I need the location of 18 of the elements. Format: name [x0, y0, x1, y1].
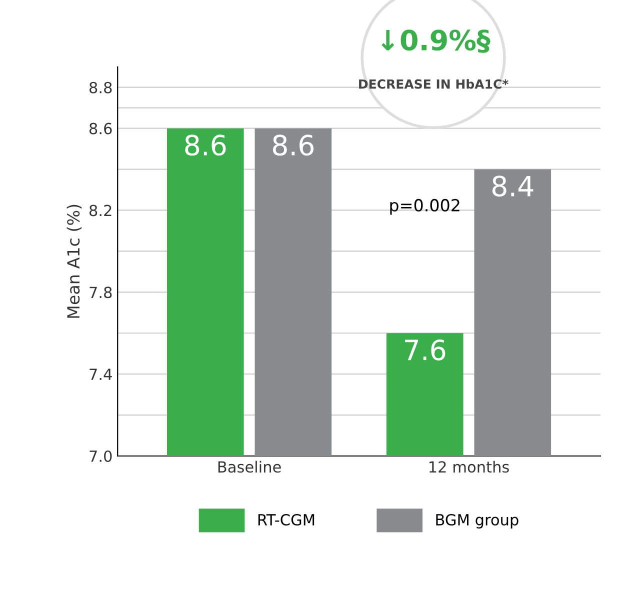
- legend-label: RT-CGM: [258, 514, 314, 526]
- y-tick-label: 7.4: [90, 368, 112, 380]
- x-tick-label: 12 months: [430, 460, 509, 473]
- y-tick-label: 7.0: [90, 450, 112, 462]
- y-tick-label: 8.2: [89, 204, 112, 216]
- data-label: 7.6: [405, 339, 446, 360]
- annotation: p=0.002: [390, 198, 460, 215]
- data-label: 8.6: [185, 134, 226, 156]
- annotation: DECREASE IN HbA1C*: [359, 79, 508, 89]
- data-label: 8.6: [272, 134, 314, 156]
- x-tick-label: Baseline: [218, 460, 281, 473]
- y-tick-label: 8.8: [89, 82, 112, 94]
- y-tick-label: 8.6: [89, 122, 112, 134]
- legend-label: BGM group: [436, 514, 518, 528]
- y-tick-label: 7.8: [90, 286, 112, 298]
- data-label: 8.4: [492, 176, 534, 197]
- y-axis-title: Mean A1c (%): [66, 204, 82, 318]
- text: ↓0.9%§: [382, 30, 490, 53]
